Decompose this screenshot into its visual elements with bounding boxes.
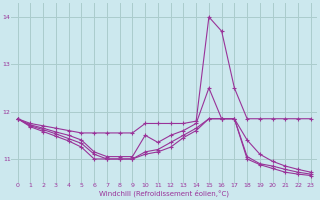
X-axis label: Windchill (Refroidissement éolien,°C): Windchill (Refroidissement éolien,°C) [99,190,229,197]
